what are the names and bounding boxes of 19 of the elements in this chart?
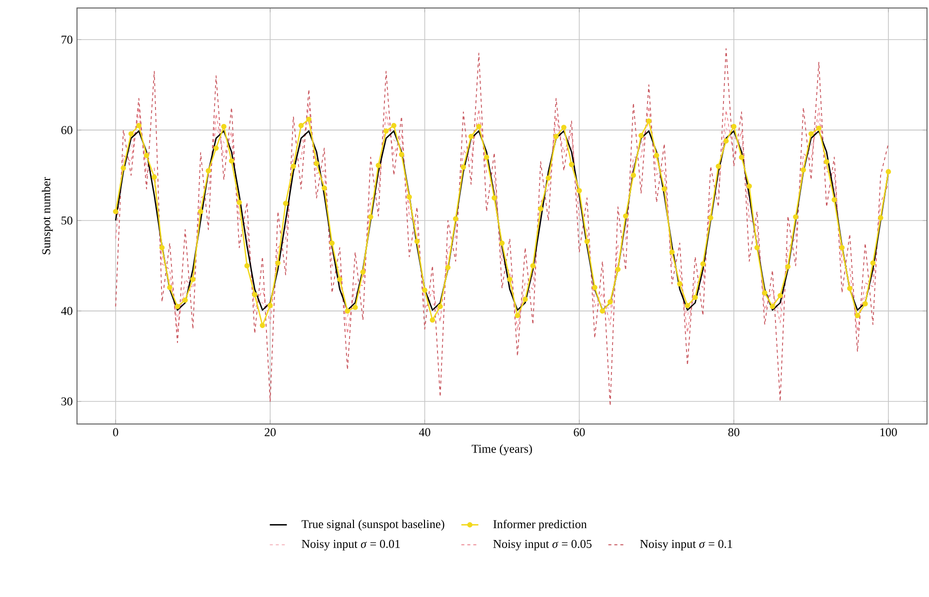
- y-tick-label: 60: [61, 126, 72, 134]
- x-tick-label: 80: [728, 428, 740, 436]
- y-tick-label: 70: [62, 36, 72, 44]
- x-tick-label: 0: [113, 428, 118, 436]
- legend-label: Noisy input σ = 0.05: [493, 540, 592, 550]
- legend-label: Noisy input σ = 0.1: [640, 540, 732, 550]
- x-tick-label: 100: [880, 428, 897, 436]
- x-tick-label: 40: [418, 428, 430, 436]
- y-tick-label: 30: [61, 397, 72, 406]
- legend-label: Noisy input σ = 0.01: [302, 540, 400, 550]
- legend-label: True signal (sunspot baseline): [302, 520, 444, 531]
- x-tick-label: 20: [264, 428, 276, 436]
- x-tick-label: 60: [574, 428, 585, 436]
- y-axis-title: Sunspot number: [42, 177, 53, 254]
- legend-label: Informer prediction: [493, 520, 587, 531]
- line-series: [115, 48, 889, 406]
- y-tick-label: 40: [61, 306, 72, 315]
- x-axis-title: Time (years): [472, 444, 532, 456]
- y-tick-label: 50: [62, 216, 72, 225]
